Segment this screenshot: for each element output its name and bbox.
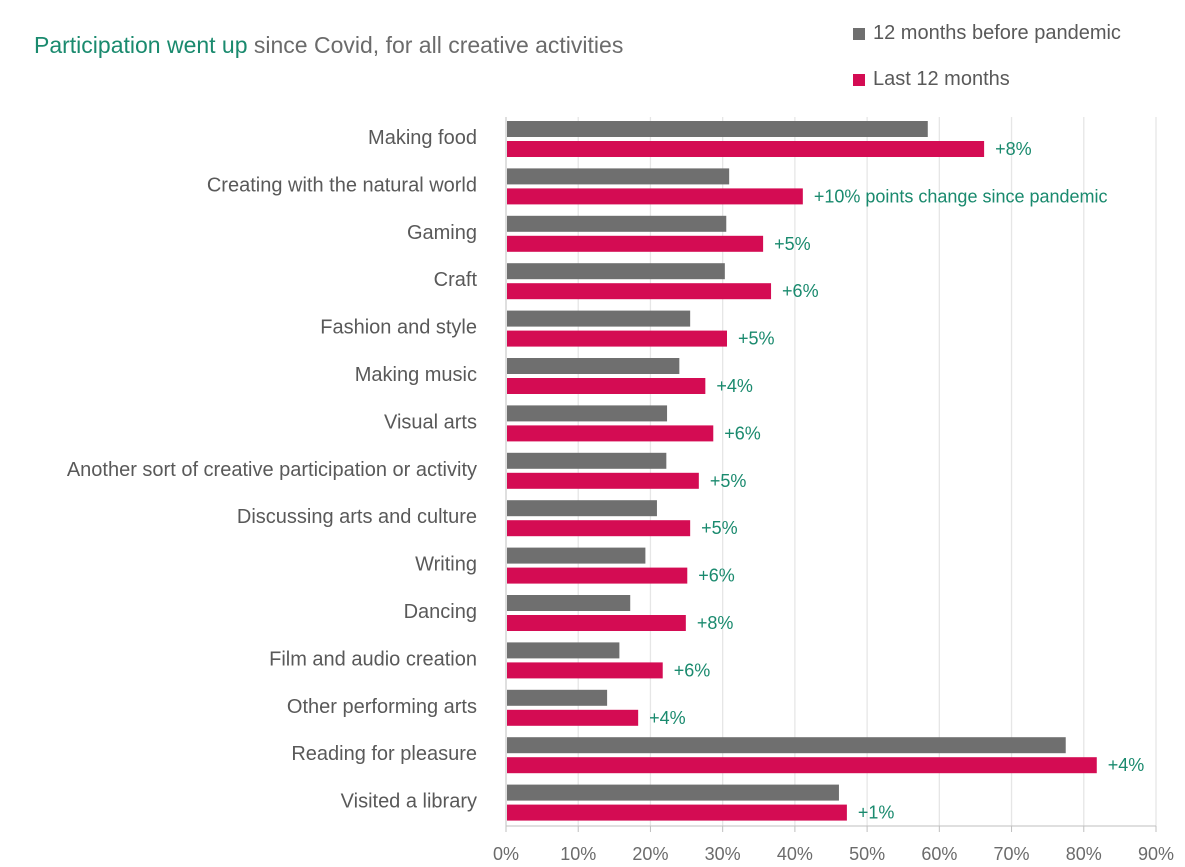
change-annotation: +4% bbox=[649, 708, 686, 728]
bar-before-pandemic bbox=[507, 689, 608, 706]
category-label: Discussing arts and culture bbox=[237, 506, 477, 528]
category-label: Fashion and style bbox=[320, 317, 477, 339]
change-annotation: +6% bbox=[698, 566, 735, 586]
chart-title: Participation went up since Covid, for a… bbox=[34, 32, 623, 59]
bar-before-pandemic bbox=[507, 263, 725, 280]
change-annotation: +6% bbox=[724, 423, 761, 443]
legend-item-before-pandemic: 12 months before pandemic bbox=[853, 22, 1121, 45]
change-annotation: +8% bbox=[995, 139, 1032, 159]
change-annotation: +5% bbox=[701, 518, 738, 538]
change-annotation: +6% bbox=[782, 281, 819, 301]
category-label: Film and audio creation bbox=[269, 648, 477, 670]
bar-before-pandemic bbox=[507, 358, 680, 374]
category-label: Making food bbox=[368, 127, 477, 149]
bar-last-12-months bbox=[507, 378, 706, 394]
bar-last-12-months bbox=[507, 188, 803, 205]
bar-last-12-months bbox=[507, 567, 688, 584]
category-label: Gaming bbox=[407, 222, 477, 244]
bar-last-12-months bbox=[507, 330, 727, 347]
bar-before-pandemic bbox=[507, 547, 646, 564]
bar-last-12-months bbox=[507, 804, 847, 821]
bar-last-12-months bbox=[507, 662, 663, 679]
bar-last-12-months bbox=[507, 615, 686, 631]
bar-before-pandemic bbox=[507, 310, 691, 327]
x-tick-label: 0% bbox=[493, 844, 519, 864]
bar-last-12-months bbox=[507, 757, 1097, 774]
legend-item-last-12-months: Last 12 months bbox=[853, 68, 1010, 91]
category-label: Reading for pleasure bbox=[291, 743, 477, 765]
legend-swatch-before-pandemic bbox=[853, 27, 865, 40]
category-label: Dancing bbox=[404, 601, 477, 623]
bar-last-12-months bbox=[507, 472, 699, 489]
bar-last-12-months bbox=[507, 235, 764, 252]
category-label: Creating with the natural world bbox=[207, 174, 477, 196]
bar-last-12-months bbox=[507, 283, 772, 300]
change-annotation: +1% bbox=[858, 803, 895, 823]
bar-before-pandemic bbox=[507, 121, 928, 137]
change-annotation: +5% bbox=[774, 234, 811, 254]
bar-before-pandemic bbox=[507, 168, 730, 185]
bar-before-pandemic bbox=[507, 405, 668, 422]
bar-last-12-months bbox=[507, 141, 985, 157]
bar-last-12-months bbox=[507, 709, 639, 726]
x-tick-label: 50% bbox=[849, 844, 885, 864]
bar-before-pandemic bbox=[507, 595, 631, 611]
change-annotation: +5% bbox=[710, 471, 747, 491]
category-label: Writing bbox=[415, 554, 477, 576]
x-tick-label: 30% bbox=[705, 844, 741, 864]
x-tick-label: 10% bbox=[560, 844, 596, 864]
change-annotation: +4% bbox=[716, 376, 753, 396]
bar-before-pandemic bbox=[507, 642, 620, 659]
bar-before-pandemic bbox=[507, 737, 1066, 754]
bar-before-pandemic bbox=[507, 215, 727, 232]
category-label: Another sort of creative participation o… bbox=[67, 459, 477, 481]
chart-title-highlight: Participation went up bbox=[34, 32, 248, 58]
bar-before-pandemic bbox=[507, 452, 667, 469]
category-label: Visual arts bbox=[384, 411, 477, 433]
change-annotation: +4% bbox=[1108, 755, 1145, 775]
chart-title-rest: since Covid, for all creative activities bbox=[247, 32, 624, 58]
legend-swatch-last-12-months bbox=[853, 73, 865, 86]
category-label: Visited a library bbox=[341, 791, 477, 813]
x-tick-label: 80% bbox=[1066, 844, 1102, 864]
bar-before-pandemic bbox=[507, 500, 657, 517]
bar-before-pandemic bbox=[507, 784, 839, 801]
change-annotation: +10% points change since pandemic bbox=[814, 186, 1108, 206]
legend-label-before-pandemic: 12 months before pandemic bbox=[873, 22, 1121, 44]
x-tick-label: 40% bbox=[777, 844, 813, 864]
change-annotation: +6% bbox=[674, 660, 711, 680]
x-tick-label: 60% bbox=[921, 844, 957, 864]
x-tick-label: 90% bbox=[1138, 844, 1174, 864]
category-label: Making music bbox=[355, 364, 477, 386]
legend-label-last-12-months: Last 12 months bbox=[873, 68, 1010, 90]
x-tick-label: 20% bbox=[632, 844, 668, 864]
bar-last-12-months bbox=[507, 425, 714, 442]
change-annotation: +8% bbox=[697, 613, 734, 633]
category-label: Other performing arts bbox=[287, 696, 477, 718]
bar-last-12-months bbox=[507, 520, 691, 537]
change-annotation: +5% bbox=[738, 329, 775, 349]
category-label: Craft bbox=[434, 269, 478, 291]
x-tick-label: 70% bbox=[994, 844, 1030, 864]
